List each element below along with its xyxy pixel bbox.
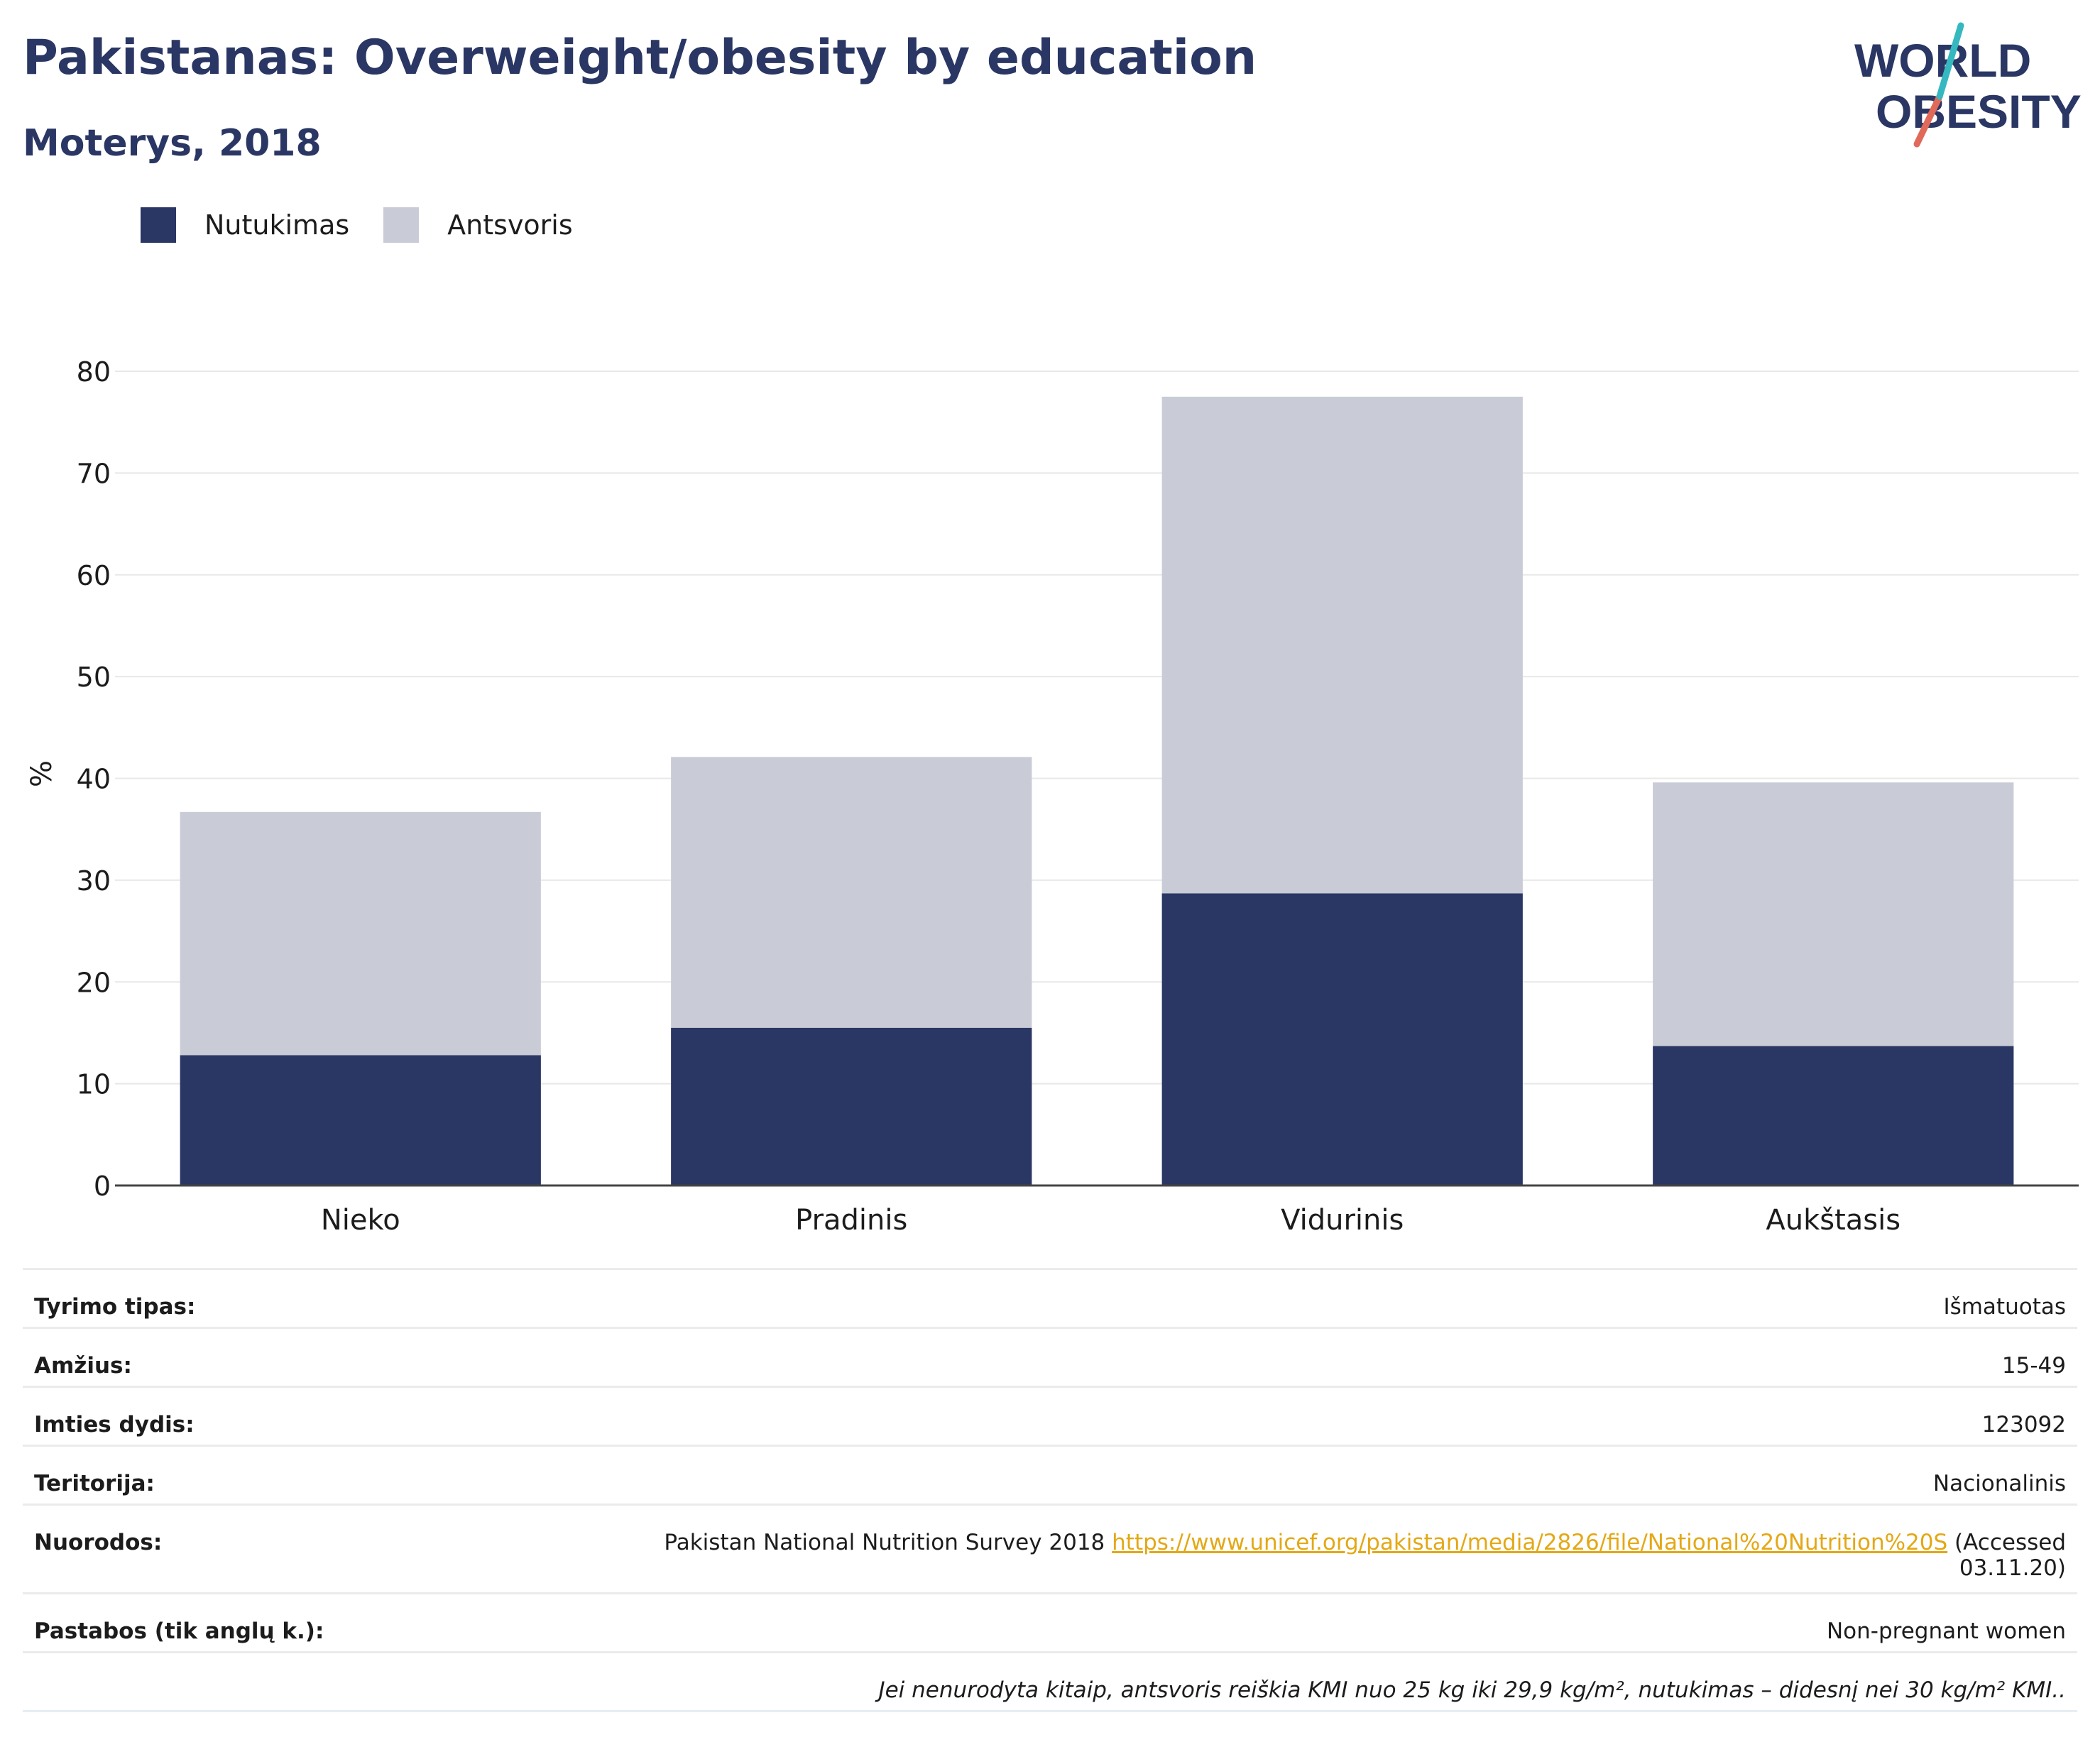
details-row-survey-type: Tyrimo tipas: Išmatuotas	[23, 1268, 2077, 1327]
details-key: Nuorodos:	[34, 1530, 163, 1555]
legend-swatch-obesity	[141, 207, 176, 243]
y-tick-label: 30	[77, 865, 111, 897]
bar-obesity-0[interactable]	[180, 1055, 541, 1185]
y-tick-label: 70	[77, 458, 111, 489]
legend-label-overweight: Antsvoris	[447, 209, 573, 241]
details-row-territory: Teritorija: Nacionalinis	[23, 1445, 2077, 1504]
x-tick-labels: Nieko Pradinis Vidurinis Aukštasis	[321, 1204, 1901, 1237]
details-row-age: Amžius: 15-49	[23, 1327, 2077, 1386]
stacked-bar-chart: 0 10 20 30 40 50 60 70 80 Nieko Pradinis Vidurinis…	[26, 356, 2079, 1237]
legend-label-obesity: Nutukimas	[204, 209, 350, 241]
logo-slash-teal	[1936, 22, 1964, 100]
details-table: Tyrimo tipas: Išmatuotas Amžius: 15-49 I…	[23, 1268, 2077, 1712]
details-value: Nacionalinis	[1932, 1471, 2066, 1496]
y-tick-labels: 0 10 20 30 40 50 60 70 80	[77, 356, 111, 1202]
details-key: Tyrimo tipas:	[34, 1294, 196, 1320]
y-tick-label: 60	[77, 560, 111, 591]
details-row-references: Nuorodos: Pakistan National Nutrition Su…	[23, 1504, 2077, 1592]
bar-overweight-2[interactable]	[1161, 396, 1523, 894]
details-value: Non-pregnant women	[1826, 1619, 2066, 1644]
details-value: 123092	[1981, 1412, 2066, 1437]
chart-title: Pakistanas: Overweight/obesity by educat…	[23, 30, 1257, 86]
y-axis-label: %	[26, 760, 58, 787]
reference-accessed-date: 03.11.20)	[1959, 1555, 2066, 1581]
bar-obesity-2[interactable]	[1161, 893, 1523, 1185]
bar-overweight-0[interactable]	[180, 811, 541, 1056]
reference-link[interactable]: https://www.unicef.org/pakistan/media/28…	[1112, 1530, 1948, 1555]
details-row-sample-size: Imties dydis: 123092	[23, 1386, 2077, 1445]
reference-text: Pakistan National Nutrition Survey 2018	[664, 1530, 1112, 1555]
details-value: Pakistan National Nutrition Survey 2018 …	[652, 1506, 2077, 1581]
y-tick-label: 0	[94, 1171, 111, 1202]
details-key: Teritorija:	[34, 1471, 155, 1496]
y-tick-label: 50	[77, 662, 111, 693]
legend: Nutukimas Antsvoris	[141, 207, 607, 243]
details-key: Pastabos (tik anglų k.):	[34, 1619, 324, 1644]
legend-item-overweight[interactable]: Antsvoris	[383, 207, 573, 243]
y-tick-label: 40	[77, 764, 111, 795]
bar-obesity-3[interactable]	[1653, 1046, 2014, 1185]
details-value: 15-49	[2001, 1353, 2066, 1379]
logo-line2: OBESITY	[1876, 85, 2082, 138]
reference-accessed: (Accessed	[1947, 1530, 2066, 1555]
logo-slash-red	[1913, 93, 1943, 148]
y-tick-label: 20	[77, 967, 111, 998]
x-tick-label: Pradinis	[795, 1204, 907, 1237]
x-tick-label: Aukštasis	[1766, 1204, 1901, 1237]
details-row-notes: Pastabos (tik anglų k.): Non-pregnant wo…	[23, 1592, 2077, 1651]
y-tick-label: 80	[77, 356, 111, 388]
legend-swatch-overweight	[383, 207, 420, 243]
chart-subtitle: Moterys, 2018	[23, 122, 322, 165]
footnote: Jei nenurodyta kitaip, antsvoris reiškia…	[878, 1677, 2066, 1703]
bar-overweight-1[interactable]	[671, 757, 1032, 1028]
bars	[180, 396, 2014, 1185]
legend-item-obesity[interactable]: Nutukimas	[141, 207, 349, 243]
details-value: Išmatuotas	[1943, 1294, 2066, 1320]
y-tick-label: 10	[77, 1069, 111, 1100]
bar-obesity-1[interactable]	[671, 1027, 1032, 1185]
x-tick-label: Vidurinis	[1281, 1204, 1404, 1237]
bar-overweight-3[interactable]	[1653, 782, 2014, 1046]
details-key: Amžius:	[34, 1353, 132, 1379]
footnote-row: Jei nenurodyta kitaip, antsvoris reiškia…	[23, 1651, 2077, 1712]
world-obesity-logo: WORLD OBESITY	[1854, 22, 2082, 148]
details-key: Imties dydis:	[34, 1412, 195, 1437]
x-tick-label: Nieko	[321, 1204, 400, 1237]
